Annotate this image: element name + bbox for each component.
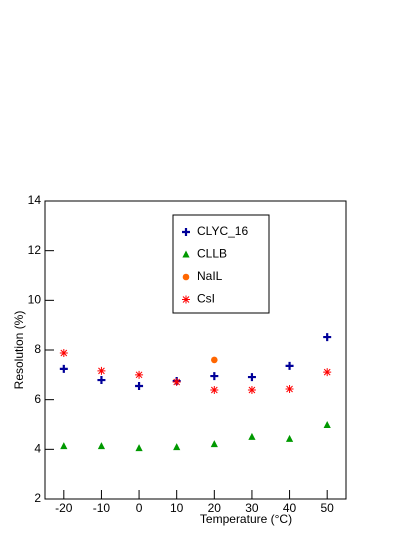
marker	[210, 385, 219, 394]
y-axis-title: Resolution (%)	[12, 311, 26, 390]
legend-label: CsI	[197, 292, 215, 306]
x-tick-label: 30	[245, 501, 259, 515]
y-tick-label: 4	[34, 442, 41, 456]
legend-marker	[182, 295, 190, 304]
x-tick-label: 0	[136, 501, 143, 515]
marker	[211, 356, 218, 364]
marker	[285, 434, 294, 442]
marker	[210, 372, 219, 381]
y-tick-label: 8	[34, 342, 41, 356]
legend-marker	[182, 228, 190, 236]
marker	[247, 385, 256, 394]
legend-label: NaIL	[197, 269, 223, 283]
marker	[135, 382, 144, 391]
marker	[210, 440, 218, 448]
x-tick-label: -20	[55, 501, 73, 515]
x-tick-label: 50	[321, 501, 335, 515]
marker	[59, 348, 68, 357]
marker	[172, 378, 181, 387]
marker	[323, 368, 332, 377]
legend-label: CLLB	[197, 247, 227, 261]
legend-marker	[182, 250, 190, 258]
x-tick-label: 10	[170, 501, 184, 515]
marker	[59, 364, 68, 373]
marker	[97, 442, 106, 450]
marker	[173, 443, 181, 451]
y-tick-label: 6	[34, 392, 41, 406]
marker	[135, 370, 144, 379]
marker	[285, 384, 294, 393]
legend-marker	[182, 273, 190, 281]
marker	[135, 444, 143, 452]
marker	[247, 373, 256, 382]
y-tick-label: 2	[34, 491, 41, 505]
marker	[285, 361, 294, 370]
y-tick-label: 12	[28, 243, 42, 257]
marker	[248, 432, 256, 440]
marker	[97, 376, 106, 385]
legend-label: CLYC_16	[197, 224, 248, 238]
x-axis-title: Temperature (°C)	[200, 512, 292, 526]
marker	[60, 442, 68, 450]
x-tick-label: 40	[283, 501, 297, 515]
x-tick-label: 20	[208, 501, 222, 515]
marker	[323, 420, 331, 428]
y-tick-label: 10	[28, 293, 42, 307]
marker	[323, 333, 332, 342]
y-tick-label: 14	[28, 193, 42, 207]
marker	[97, 366, 106, 375]
x-tick-label: -10	[93, 501, 111, 515]
